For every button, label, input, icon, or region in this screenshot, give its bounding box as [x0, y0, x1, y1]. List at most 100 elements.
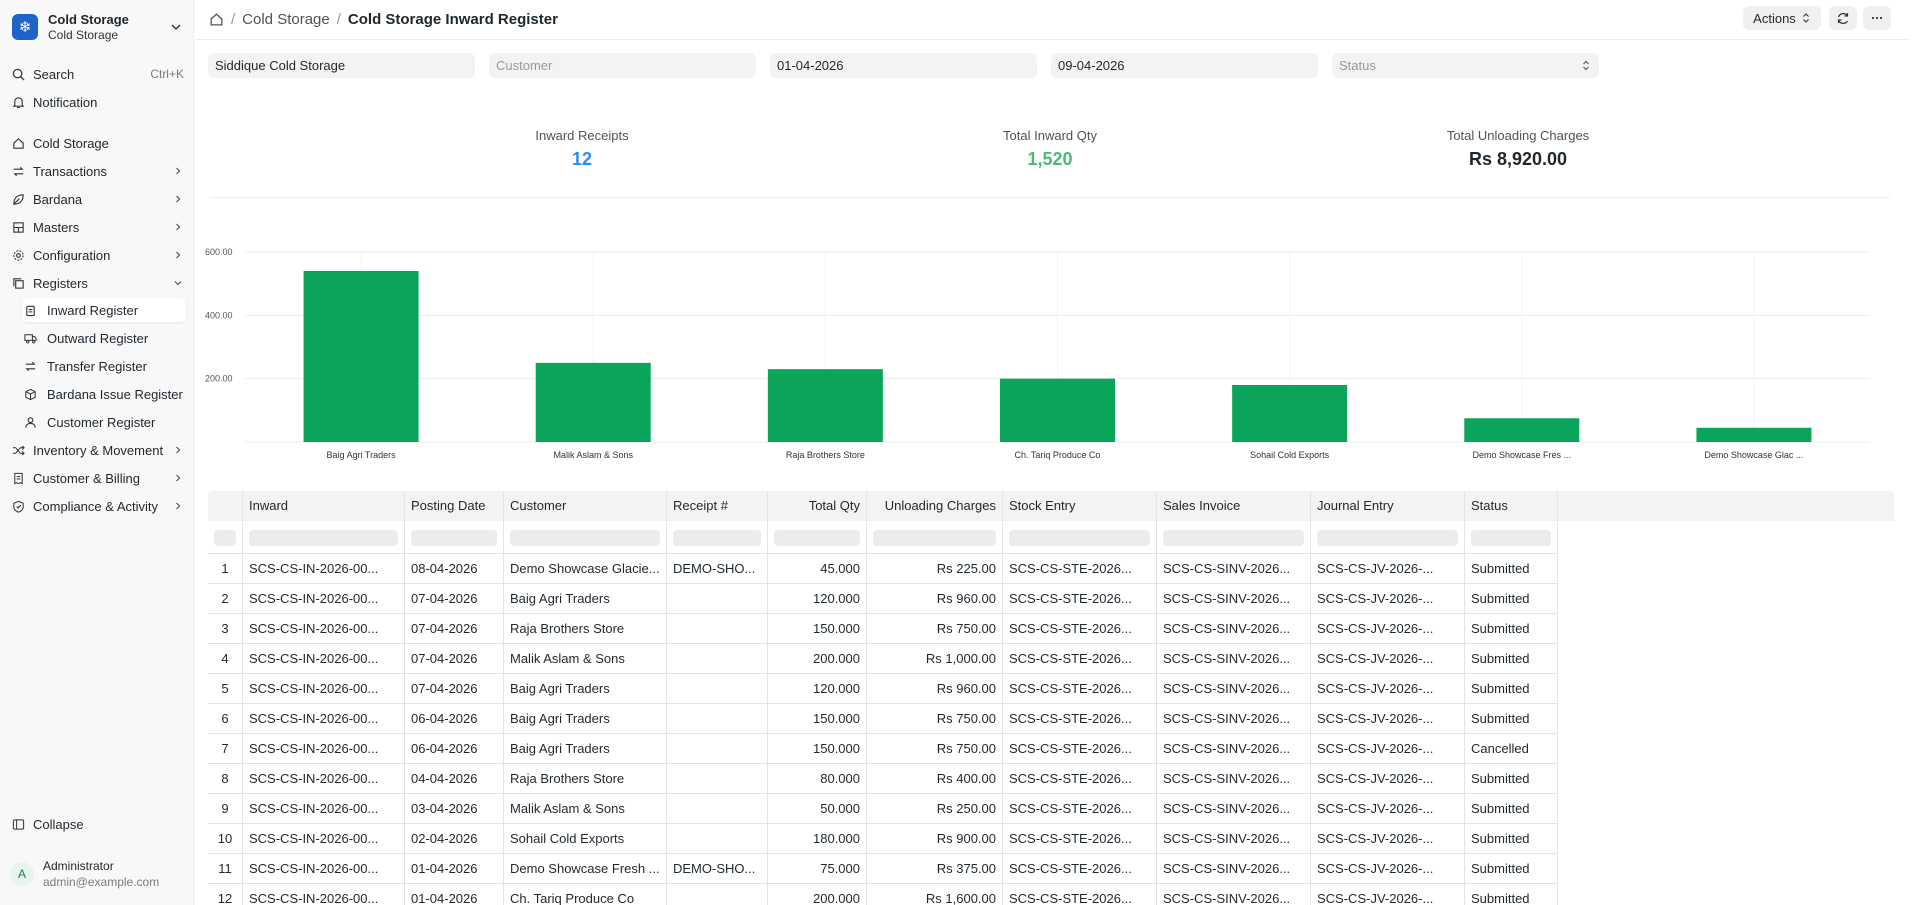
column-header-customer[interactable]: Customer — [504, 491, 667, 521]
cell-posting-date[interactable]: 01-04-2026 — [405, 854, 504, 884]
cell-status[interactable]: Submitted — [1465, 794, 1558, 824]
column-header-stock-entry[interactable]: Stock Entry — [1003, 491, 1157, 521]
sidebar-item-transactions[interactable]: Transactions — [10, 159, 186, 183]
cell-posting-date[interactable]: 08-04-2026 — [405, 554, 504, 584]
sidebar-item-inward-register[interactable]: Inward Register — [22, 298, 186, 322]
cell-unloading-charges[interactable]: Rs 250.00 — [867, 794, 1003, 824]
column-header-unloading-charges[interactable]: Unloading Charges — [867, 491, 1003, 521]
cell-stock-entry[interactable]: SCS-CS-STE-2026... — [1003, 584, 1157, 614]
cell-customer[interactable]: Baig Agri Traders — [504, 584, 667, 614]
cell-customer[interactable]: Baig Agri Traders — [504, 674, 667, 704]
cell-sales-invoice[interactable]: SCS-CS-SINV-2026... — [1157, 554, 1311, 584]
cell-status[interactable]: Submitted — [1465, 554, 1558, 584]
table-row[interactable]: 4 SCS-CS-IN-2026-00... 07-04-2026 Malik Asl… — [208, 644, 1558, 674]
cell-total-qty[interactable]: 200.000 — [768, 884, 867, 905]
sidebar-item-bardana-issue-register[interactable]: Bardana Issue Register — [22, 382, 186, 406]
cell-stock-entry[interactable]: SCS-CS-STE-2026... — [1003, 764, 1157, 794]
cell-unloading-charges[interactable]: Rs 225.00 — [867, 554, 1003, 584]
sidebar-item-masters[interactable]: Masters — [10, 215, 186, 239]
cell-inward[interactable]: SCS-CS-IN-2026-00... — [243, 704, 405, 734]
cell-status[interactable]: Submitted — [1465, 614, 1558, 644]
table-row[interactable]: 7 SCS-CS-IN-2026-00... 06-04-2026 Baig Agri… — [208, 734, 1558, 764]
cell-sales-invoice[interactable]: SCS-CS-SINV-2026... — [1157, 674, 1311, 704]
cell-status[interactable]: Submitted — [1465, 854, 1558, 884]
user-menu[interactable]: A Administrator admin@example.com — [10, 854, 186, 894]
cell-journal-entry[interactable]: SCS-CS-JV-2026-... — [1311, 824, 1465, 854]
collapse-sidebar-button[interactable]: Collapse — [10, 812, 186, 836]
cell-receipt-number[interactable] — [667, 584, 768, 614]
column-filter-input[interactable] — [1009, 530, 1150, 546]
cell-sales-invoice[interactable]: SCS-CS-SINV-2026... — [1157, 884, 1311, 905]
cell-sales-invoice[interactable]: SCS-CS-SINV-2026... — [1157, 584, 1311, 614]
cell-receipt-number[interactable] — [667, 674, 768, 704]
cell-sales-invoice[interactable]: SCS-CS-SINV-2026... — [1157, 854, 1311, 884]
cell-status[interactable]: Submitted — [1465, 704, 1558, 734]
column-header-posting-date[interactable]: Posting Date — [405, 491, 504, 521]
cell-customer[interactable]: Malik Aslam & Sons — [504, 794, 667, 824]
cell-receipt-number[interactable] — [667, 704, 768, 734]
cell-journal-entry[interactable]: SCS-CS-JV-2026-... — [1311, 734, 1465, 764]
cell-receipt-number[interactable] — [667, 734, 768, 764]
cell-inward[interactable]: SCS-CS-IN-2026-00... — [243, 854, 405, 884]
column-filter-input[interactable] — [673, 530, 761, 546]
cell-receipt-number[interactable] — [667, 794, 768, 824]
cell-unloading-charges[interactable]: Rs 750.00 — [867, 704, 1003, 734]
column-filter-input[interactable] — [774, 530, 860, 546]
column-header-sales-invoice[interactable]: Sales Invoice — [1157, 491, 1311, 521]
cell-customer[interactable]: Malik Aslam & Sons — [504, 644, 667, 674]
cell-status[interactable]: Submitted — [1465, 824, 1558, 854]
more-menu-button[interactable] — [1863, 6, 1891, 30]
cell-journal-entry[interactable]: SCS-CS-JV-2026-... — [1311, 584, 1465, 614]
cell-unloading-charges[interactable]: Rs 400.00 — [867, 764, 1003, 794]
cell-journal-entry[interactable]: SCS-CS-JV-2026-... — [1311, 764, 1465, 794]
cell-stock-entry[interactable]: SCS-CS-STE-2026... — [1003, 734, 1157, 764]
cell-unloading-charges[interactable]: Rs 750.00 — [867, 734, 1003, 764]
cell-status[interactable]: Submitted — [1465, 644, 1558, 674]
cell-sales-invoice[interactable]: SCS-CS-SINV-2026... — [1157, 734, 1311, 764]
table-row[interactable]: 9 SCS-CS-IN-2026-00... 03-04-2026 Malik Asl… — [208, 794, 1558, 824]
cell-stock-entry[interactable]: SCS-CS-STE-2026... — [1003, 854, 1157, 884]
cell-sales-invoice[interactable]: SCS-CS-SINV-2026... — [1157, 644, 1311, 674]
cell-inward[interactable]: SCS-CS-IN-2026-00... — [243, 884, 405, 905]
column-filter-input[interactable] — [214, 530, 236, 546]
column-filter-input[interactable] — [873, 530, 996, 546]
sidebar-item-compliance-activity[interactable]: Compliance & Activity — [10, 494, 186, 518]
cell-customer[interactable]: Demo Showcase Fresh ... — [504, 854, 667, 884]
customer-filter[interactable]: Customer — [489, 53, 756, 78]
breadcrumb-parent[interactable]: Cold Storage — [242, 10, 330, 28]
sidebar-item-customer-register[interactable]: Customer Register — [22, 410, 186, 434]
column-filter-input[interactable] — [249, 530, 398, 546]
cell-receipt-number[interactable] — [667, 614, 768, 644]
cell-receipt-number[interactable]: DEMO-SHO... — [667, 554, 768, 584]
cell-unloading-charges[interactable]: Rs 960.00 — [867, 674, 1003, 704]
cell-journal-entry[interactable]: SCS-CS-JV-2026-... — [1311, 674, 1465, 704]
cell-posting-date[interactable]: 03-04-2026 — [405, 794, 504, 824]
column-filter-input[interactable] — [411, 530, 497, 546]
cell-receipt-number[interactable] — [667, 644, 768, 674]
cell-posting-date[interactable]: 04-04-2026 — [405, 764, 504, 794]
cell-customer[interactable]: Sohail Cold Exports — [504, 824, 667, 854]
from-date-filter[interactable]: 01-04-2026 — [770, 53, 1037, 78]
cell-inward[interactable]: SCS-CS-IN-2026-00... — [243, 764, 405, 794]
sidebar-item-customer-billing[interactable]: Customer & Billing — [10, 466, 186, 490]
cell-unloading-charges[interactable]: Rs 750.00 — [867, 614, 1003, 644]
table-row[interactable]: 10 SCS-CS-IN-2026-00... 02-04-2026 Sohail C… — [208, 824, 1558, 854]
cell-stock-entry[interactable]: SCS-CS-STE-2026... — [1003, 674, 1157, 704]
cell-customer[interactable]: Raja Brothers Store — [504, 764, 667, 794]
cell-posting-date[interactable]: 02-04-2026 — [405, 824, 504, 854]
cell-unloading-charges[interactable]: Rs 960.00 — [867, 584, 1003, 614]
actions-button[interactable]: Actions — [1743, 6, 1821, 30]
cell-total-qty[interactable]: 120.000 — [768, 584, 867, 614]
company-filter[interactable]: Siddique Cold Storage — [208, 53, 475, 78]
cell-receipt-number[interactable] — [667, 884, 768, 905]
cell-unloading-charges[interactable]: Rs 900.00 — [867, 824, 1003, 854]
column-header-status[interactable]: Status — [1465, 491, 1558, 521]
table-row[interactable]: 2 SCS-CS-IN-2026-00... 07-04-2026 Baig Agri… — [208, 584, 1558, 614]
cell-sales-invoice[interactable]: SCS-CS-SINV-2026... — [1157, 614, 1311, 644]
column-filter-input[interactable] — [1163, 530, 1304, 546]
cell-customer[interactable]: Demo Showcase Glacie... — [504, 554, 667, 584]
bar[interactable] — [1464, 418, 1580, 442]
cell-inward[interactable]: SCS-CS-IN-2026-00... — [243, 554, 405, 584]
notification-button[interactable]: Notification — [10, 90, 186, 114]
column-filter-input[interactable] — [510, 530, 660, 546]
